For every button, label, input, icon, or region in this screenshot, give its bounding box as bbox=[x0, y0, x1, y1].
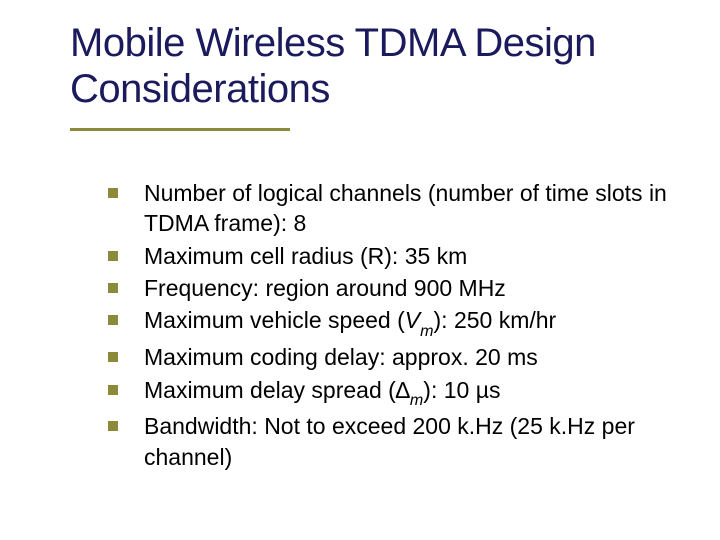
square-bullet-icon bbox=[108, 385, 118, 395]
square-bullet-icon bbox=[108, 421, 118, 431]
bullet-item: Maximum delay spread (∆m): 10 µs bbox=[108, 375, 678, 410]
bullet-item: Maximum cell radius (R): 35 km bbox=[108, 241, 678, 271]
bullet-item: Number of logical channels (number of ti… bbox=[108, 178, 678, 239]
bullet-text: Maximum cell radius (R): 35 km bbox=[144, 241, 678, 271]
bullet-item: Maximum vehicle speed (Vm): 250 km/hr bbox=[108, 305, 678, 340]
square-bullet-icon bbox=[108, 283, 118, 293]
title-underline bbox=[70, 128, 290, 131]
bullet-item: Frequency: region around 900 MHz bbox=[108, 273, 678, 303]
bullet-item: Maximum coding delay: approx. 20 ms bbox=[108, 342, 678, 372]
slide-title: Mobile Wireless TDMA Design Consideratio… bbox=[70, 20, 680, 112]
bullet-text: Number of logical channels (number of ti… bbox=[144, 178, 678, 239]
square-bullet-icon bbox=[108, 352, 118, 362]
square-bullet-icon bbox=[108, 315, 118, 325]
bullet-text: Maximum delay spread (∆m): 10 µs bbox=[144, 375, 678, 410]
square-bullet-icon bbox=[108, 188, 118, 198]
bullet-text: Frequency: region around 900 MHz bbox=[144, 273, 678, 303]
slide: Mobile Wireless TDMA Design Consideratio… bbox=[0, 0, 720, 540]
bullet-text: Maximum vehicle speed (Vm): 250 km/hr bbox=[144, 305, 678, 340]
bullet-item: Bandwidth: Not to exceed 200 k.Hz (25 k.… bbox=[108, 411, 678, 472]
square-bullet-icon bbox=[108, 251, 118, 261]
slide-body: Number of logical channels (number of ti… bbox=[108, 178, 678, 474]
bullet-text: Bandwidth: Not to exceed 200 k.Hz (25 k.… bbox=[144, 411, 678, 472]
bullet-text: Maximum coding delay: approx. 20 ms bbox=[144, 342, 678, 372]
